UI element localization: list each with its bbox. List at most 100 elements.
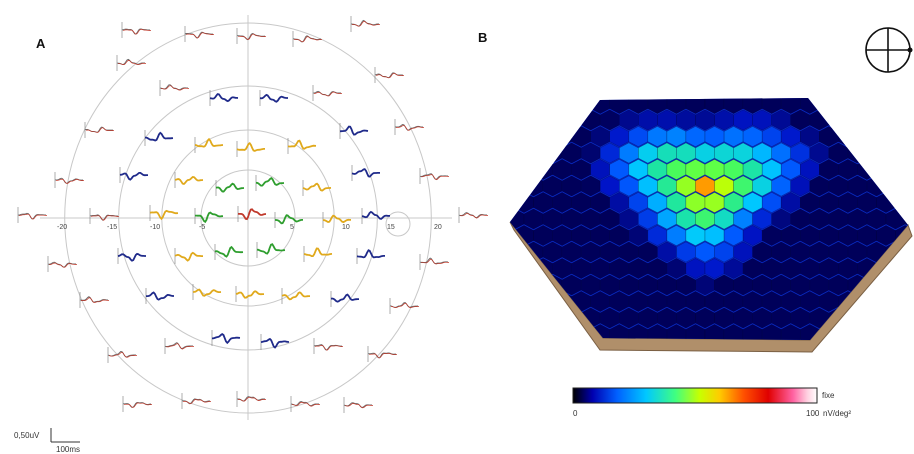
panel-b-3d-plot: B — [467, 0, 914, 427]
hexagon-cell — [562, 44, 581, 64]
hexagon-cell — [847, 307, 868, 329]
trace-ring4 — [184, 26, 214, 42]
hexagon-cell — [877, 0, 896, 15]
hexagon-cell — [523, 274, 544, 296]
hexagon-cell — [619, 11, 638, 31]
hexagon-cell — [848, 11, 867, 31]
hexagon-cell — [781, 0, 800, 15]
hexagon-cell — [610, 0, 629, 15]
hexagon-cell — [676, 407, 695, 427]
hexagon-cell — [533, 126, 553, 147]
hexagon-cell — [514, 324, 534, 340]
hexagon-cell — [715, 11, 734, 31]
trace-ring2 — [235, 286, 264, 302]
hexagon-cell — [696, 11, 715, 31]
hexagon-cell — [905, 11, 914, 31]
hexagon-cell — [562, 77, 581, 97]
hexagon-cell — [476, 390, 495, 410]
hexagon-cell — [829, 44, 848, 64]
trace-ring4 — [17, 207, 48, 223]
hexagon-cell — [553, 390, 572, 410]
hexagon-cell — [524, 44, 543, 64]
hexagon-cell — [600, 77, 619, 97]
hexagon-cell — [885, 142, 906, 164]
scale-bar-time-label: 100ms — [56, 445, 80, 454]
response-density-surface — [467, 0, 914, 427]
hexagon-cell — [810, 77, 829, 97]
hexagon-cell — [819, 60, 838, 80]
hexagon-cell — [905, 77, 914, 97]
trace-ring4 — [350, 16, 380, 32]
hexagon-cell — [467, 11, 486, 31]
hexagon-cell — [619, 44, 638, 64]
hexagon-cell — [838, 27, 857, 47]
hexagon-cell — [895, 324, 908, 340]
hexagon-cell — [838, 0, 857, 15]
blind-spot-marker — [385, 211, 411, 237]
hexagon-cell — [686, 357, 705, 377]
hexagon-cell — [791, 77, 810, 97]
hexagon-cell — [657, 44, 676, 64]
hexagon-cell — [800, 27, 819, 47]
hexagon-cell — [467, 275, 486, 295]
hexagon-cell — [510, 126, 515, 147]
axis-tick-label: -5 — [199, 224, 205, 231]
hexagon-cell — [476, 324, 495, 344]
axis-tick-label: 15 — [387, 224, 395, 231]
hexagon-cell — [904, 109, 908, 131]
trace-ring4 — [458, 207, 489, 223]
hexagon-cell — [857, 126, 877, 147]
hexagon-cell — [886, 77, 905, 97]
hexagon-cell — [572, 357, 591, 377]
hexagon-cell — [534, 357, 553, 377]
hexagon-cell — [467, 407, 486, 427]
hexagon-cell — [534, 0, 553, 15]
hexagon-cell — [705, 0, 724, 15]
hexagon-cell — [753, 77, 772, 97]
trace-ring1 — [214, 244, 244, 260]
hexagon-cell — [486, 44, 505, 64]
eye-orientation-icon — [865, 27, 913, 73]
hexagon-cell — [571, 98, 592, 114]
hexagon-cell — [524, 407, 543, 427]
hexagon-cell — [581, 44, 600, 64]
trace-ring2 — [322, 212, 351, 228]
trace-ring2 — [236, 141, 265, 157]
hexagon-cell — [895, 291, 908, 312]
trace-ring4 — [419, 254, 450, 270]
hexagon-cell — [638, 11, 657, 31]
hexagon-cell — [505, 11, 524, 31]
hexagon-cell — [877, 390, 896, 410]
trace-ring4 — [122, 396, 153, 412]
hexagon-cell — [505, 77, 524, 97]
hexagon-cell — [523, 109, 544, 131]
hexagon-cell — [857, 0, 876, 15]
hexagon-cell — [705, 27, 724, 47]
hexagon-cell — [829, 341, 848, 361]
hexagon-cell — [686, 27, 705, 47]
hexagon-cell — [762, 27, 781, 47]
trace-ring4 — [159, 80, 190, 96]
hexagon-cell — [877, 357, 896, 377]
hexagon-cell — [495, 60, 514, 80]
hexagon-cell — [467, 209, 486, 229]
hexagon-cell — [524, 374, 543, 394]
trace-ring2 — [302, 180, 332, 196]
hexagon-cell — [895, 98, 908, 114]
hexagon-cell — [467, 308, 486, 328]
hexagon-cell — [515, 27, 534, 47]
hexagon-cell — [886, 341, 905, 361]
hexagon-cell — [467, 110, 486, 130]
trace-ring4 — [79, 292, 110, 308]
hexagon-cell — [904, 274, 908, 296]
hexagon-cell — [772, 11, 791, 31]
hexagon-cell — [510, 98, 515, 114]
trace-ring4 — [84, 122, 114, 138]
hexagon-cell — [896, 0, 914, 15]
hexagon-cell — [753, 407, 772, 427]
hexagon-cell — [476, 126, 495, 146]
trace-ring4 — [164, 338, 194, 354]
hexagon-cell — [510, 192, 515, 213]
hexagon-cell — [514, 98, 534, 114]
hexagon-cell — [743, 357, 762, 377]
